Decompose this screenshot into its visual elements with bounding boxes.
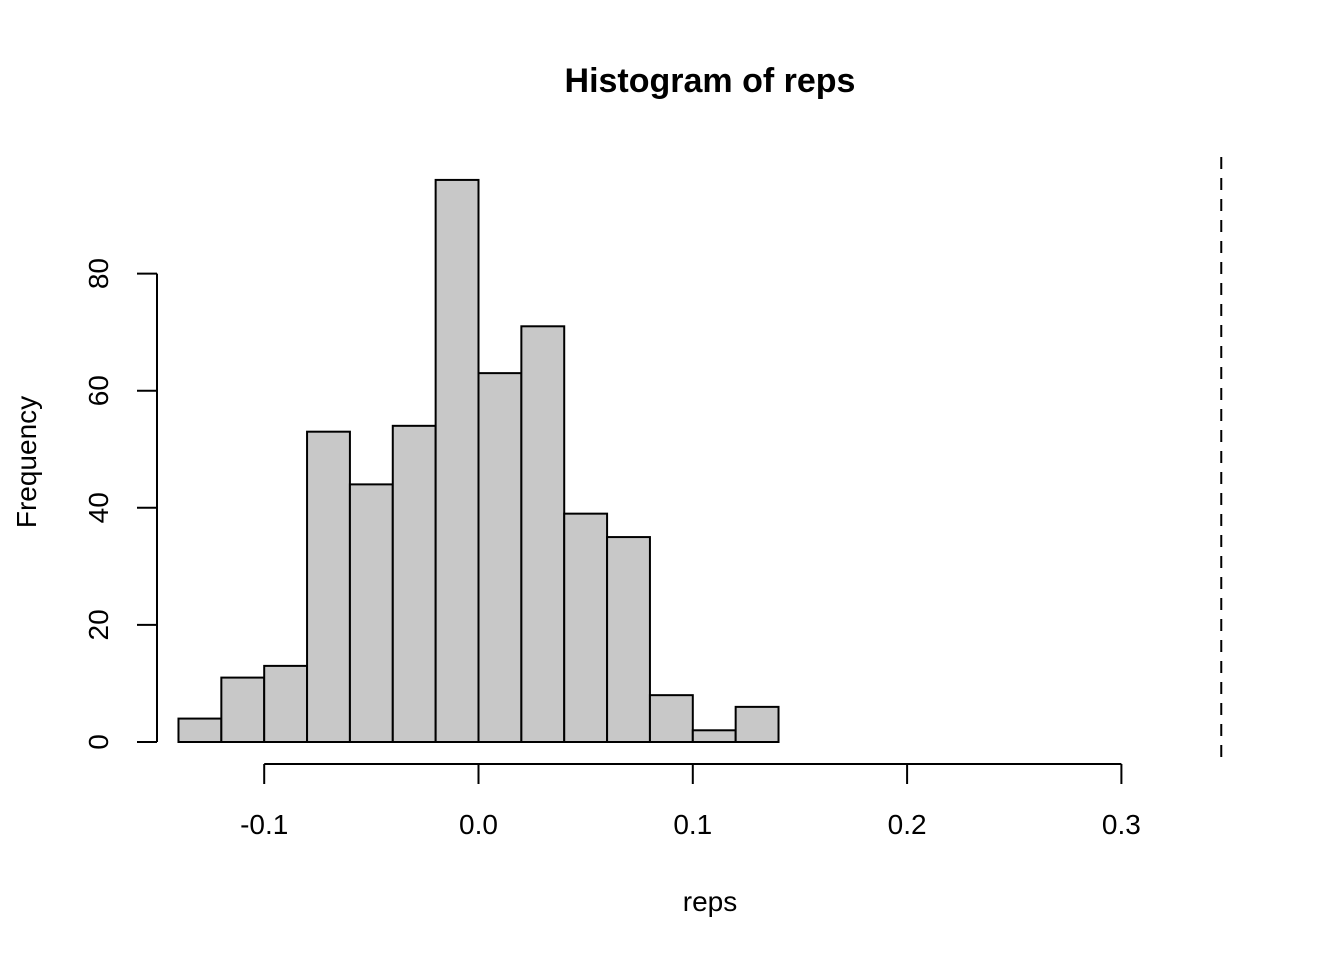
y-tick-label: 0	[83, 734, 114, 750]
histogram-bar	[391, 424, 437, 743]
histogram-bar	[263, 664, 309, 744]
y-tick-label: 60	[83, 375, 114, 406]
histogram-bar	[520, 325, 566, 743]
x-tick-label: 0.2	[888, 809, 927, 840]
histogram-bar	[220, 676, 266, 743]
histogram-bar	[734, 705, 780, 743]
histogram-bar	[648, 694, 694, 743]
y-tick-label: 80	[83, 258, 114, 289]
histogram-bar	[306, 430, 351, 743]
histogram-bar	[606, 536, 651, 744]
y-axis-label: Frequency	[11, 396, 42, 528]
x-tick-label: 0.3	[1102, 809, 1141, 840]
x-tick-label: -0.1	[240, 809, 288, 840]
y-tick-label: 20	[83, 609, 114, 640]
y-axis: 0 20 40 60 80	[83, 258, 158, 750]
x-tick-label: 0.0	[459, 809, 498, 840]
histogram-bar	[434, 178, 480, 744]
y-tick-label: 40	[83, 492, 114, 523]
histogram-bar	[477, 372, 523, 743]
chart-title: Histogram of reps	[565, 62, 856, 100]
histogram-bar	[177, 717, 223, 744]
histogram-bar	[691, 729, 737, 743]
x-axis: -0.1 0.0 0.1 0.2 0.3	[240, 763, 1141, 840]
x-axis-label: reps	[683, 886, 737, 917]
histogram-bar	[563, 512, 609, 744]
x-tick-label: 0.1	[673, 809, 712, 840]
histogram-bar	[348, 483, 394, 743]
histogram-bars	[177, 178, 780, 744]
